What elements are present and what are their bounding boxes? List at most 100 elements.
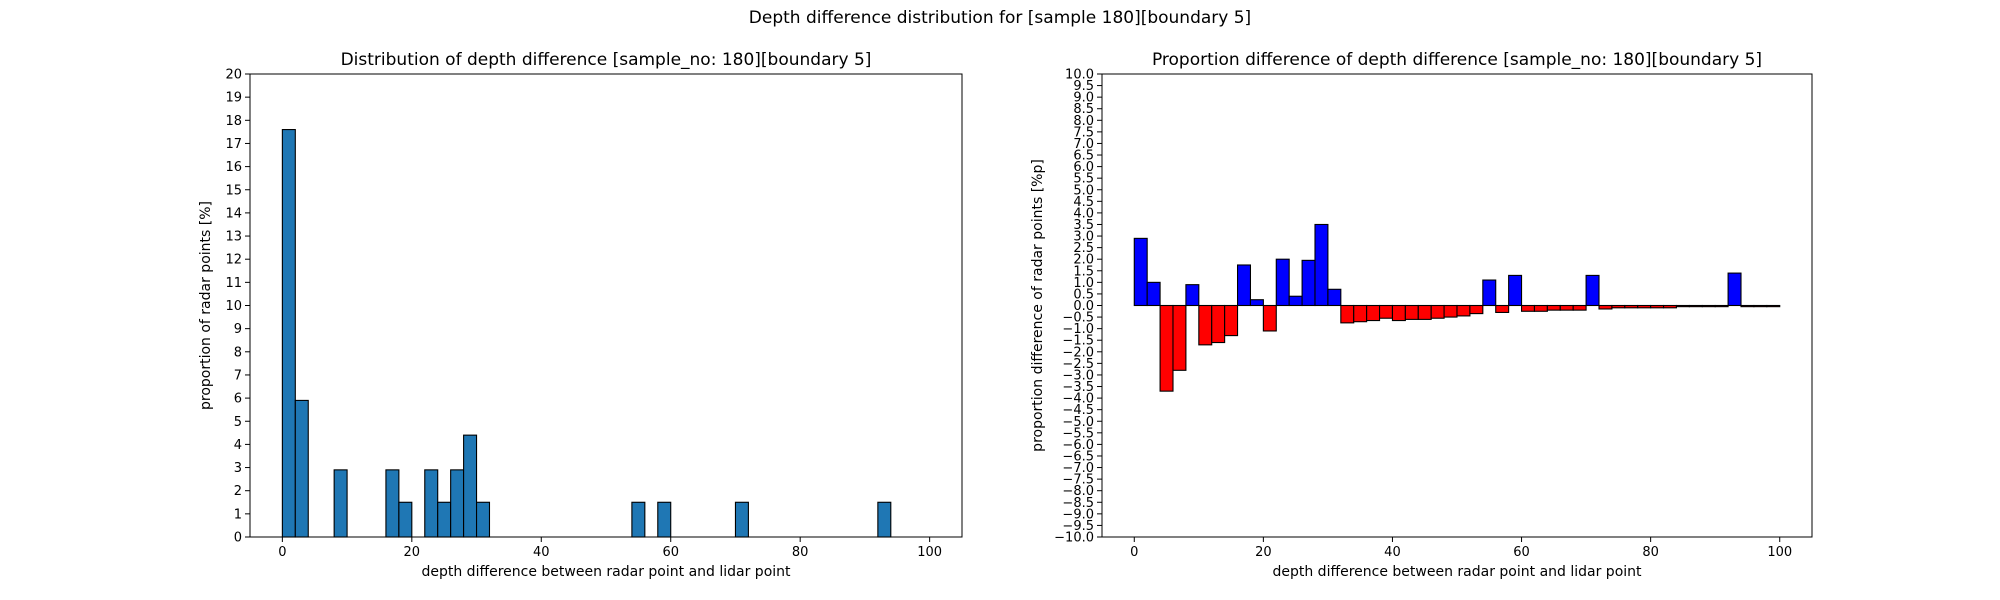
y-tick-label: −9.0 xyxy=(1062,507,1094,522)
bar-70 xyxy=(734,501,749,538)
bar-24 xyxy=(1288,295,1303,307)
bar-84 xyxy=(1675,304,1690,308)
bar-18 xyxy=(398,501,413,538)
y-tick-label: 0.5 xyxy=(1073,287,1094,302)
bar-6 xyxy=(1172,304,1187,371)
bar-38 xyxy=(1378,304,1394,319)
x-tick-label: 20 xyxy=(404,545,421,560)
bar-92 xyxy=(877,501,892,538)
y-tick-label: −5.5 xyxy=(1062,426,1094,441)
y-tick-label: 9.5 xyxy=(1073,79,1094,94)
y-tick-label: −10.0 xyxy=(1054,531,1094,546)
y-tick-label: 2.0 xyxy=(1073,253,1094,268)
x-tick-label: 100 xyxy=(917,545,942,560)
bar-28 xyxy=(1314,223,1329,307)
y-tick-label: 13 xyxy=(225,230,242,245)
bar-4 xyxy=(1159,304,1174,392)
y-tick-label: 15 xyxy=(225,183,242,198)
y-tick-label: −4.5 xyxy=(1062,403,1094,418)
bar-78 xyxy=(1637,304,1652,309)
y-tick-label: −8.5 xyxy=(1062,496,1094,511)
y-tick-label: 4 xyxy=(234,438,242,453)
bar-0 xyxy=(281,129,296,538)
y-axis-label: proportion of radar points [%] xyxy=(198,201,214,410)
plot-frame xyxy=(249,73,963,538)
y-tick-label: 18 xyxy=(225,114,242,129)
chart-title: Proportion difference of depth differenc… xyxy=(1152,50,1762,70)
bar-66 xyxy=(1559,304,1574,311)
bar-58 xyxy=(1508,274,1523,307)
y-tick-label: −2.0 xyxy=(1062,345,1094,360)
y-tick-label: 6 xyxy=(234,392,242,407)
y-tick-label: 6.0 xyxy=(1073,160,1094,175)
y-tick-label: 2.5 xyxy=(1073,241,1094,256)
x-tick-label: 40 xyxy=(533,545,550,560)
y-tick-label: 8 xyxy=(234,345,242,360)
x-axis-label: depth difference between radar point and… xyxy=(421,564,791,580)
y-tick-label: 8.0 xyxy=(1073,114,1094,129)
y-tick-label: −1.0 xyxy=(1062,322,1094,337)
bar-30 xyxy=(1327,288,1342,307)
bar-74 xyxy=(1611,304,1626,309)
bar-58 xyxy=(657,501,672,538)
bar-28 xyxy=(463,434,478,538)
bar-14 xyxy=(1224,304,1239,337)
bar-40 xyxy=(1391,304,1406,322)
bar-88 xyxy=(1701,304,1716,308)
y-tick-label: 7.5 xyxy=(1073,125,1094,140)
bar-24 xyxy=(437,501,452,538)
y-tick-label: 7.0 xyxy=(1073,137,1094,152)
bar-76 xyxy=(1624,304,1639,309)
y-tick-label: 0 xyxy=(234,531,242,546)
x-tick-label: 40 xyxy=(1384,545,1401,560)
y-tick-label: 4.0 xyxy=(1073,206,1094,221)
y-tick-label: −0.5 xyxy=(1062,311,1094,326)
y-tick-label: −8.0 xyxy=(1062,484,1094,499)
y-tick-label: 5.5 xyxy=(1073,172,1094,187)
y-tick-label: 10.0 xyxy=(1065,68,1094,83)
bar-42 xyxy=(1404,304,1419,320)
bar-48 xyxy=(1443,304,1458,318)
y-tick-label: 14 xyxy=(225,206,242,221)
bar-56 xyxy=(1495,304,1510,313)
chart-title: Distribution of depth difference [sample… xyxy=(341,50,872,70)
y-tick-label: −3.5 xyxy=(1062,380,1094,395)
bar-54 xyxy=(631,501,646,538)
bar-16 xyxy=(1236,264,1252,307)
y-tick-label: 5.0 xyxy=(1073,183,1094,198)
y-tick-label: −9.5 xyxy=(1062,519,1094,534)
bar-12 xyxy=(1211,304,1226,344)
y-tick-label: 0.0 xyxy=(1073,299,1094,314)
bar-2 xyxy=(294,399,309,538)
y-tick-label: 1.5 xyxy=(1073,264,1094,279)
bar-94 xyxy=(1740,304,1755,308)
bar-52 xyxy=(1469,304,1484,315)
x-tick-label: 60 xyxy=(662,545,679,560)
y-tick-label: −6.0 xyxy=(1062,438,1094,453)
bar-50 xyxy=(1456,304,1471,317)
bar-60 xyxy=(1520,304,1536,312)
y-tick-label: 5 xyxy=(234,415,242,430)
y-tick-label: 1 xyxy=(234,507,242,522)
x-axis-label: depth difference between radar point and… xyxy=(1272,564,1642,580)
figure-title: Depth difference distribution for [sampl… xyxy=(748,8,1252,28)
y-tick-label: −2.5 xyxy=(1062,357,1094,372)
bar-64 xyxy=(1546,304,1561,311)
bar-2 xyxy=(1146,281,1161,307)
bar-18 xyxy=(1249,299,1264,307)
y-tick-label: 3.0 xyxy=(1073,230,1094,245)
y-tick-label: −5.0 xyxy=(1062,415,1094,430)
y-tick-label: −6.5 xyxy=(1062,449,1094,464)
bar-8 xyxy=(1185,284,1200,307)
bar-0 xyxy=(1133,237,1148,307)
bar-34 xyxy=(1353,304,1368,323)
y-tick-label: −4.0 xyxy=(1062,392,1094,407)
y-tick-label: 20 xyxy=(225,68,242,83)
x-tick-label: 60 xyxy=(1513,545,1530,560)
bar-36 xyxy=(1366,304,1381,322)
y-tick-label: 10 xyxy=(225,299,242,314)
bar-86 xyxy=(1688,304,1703,308)
y-tick-label: −7.0 xyxy=(1062,461,1094,476)
y-tick-label: 11 xyxy=(225,276,242,291)
